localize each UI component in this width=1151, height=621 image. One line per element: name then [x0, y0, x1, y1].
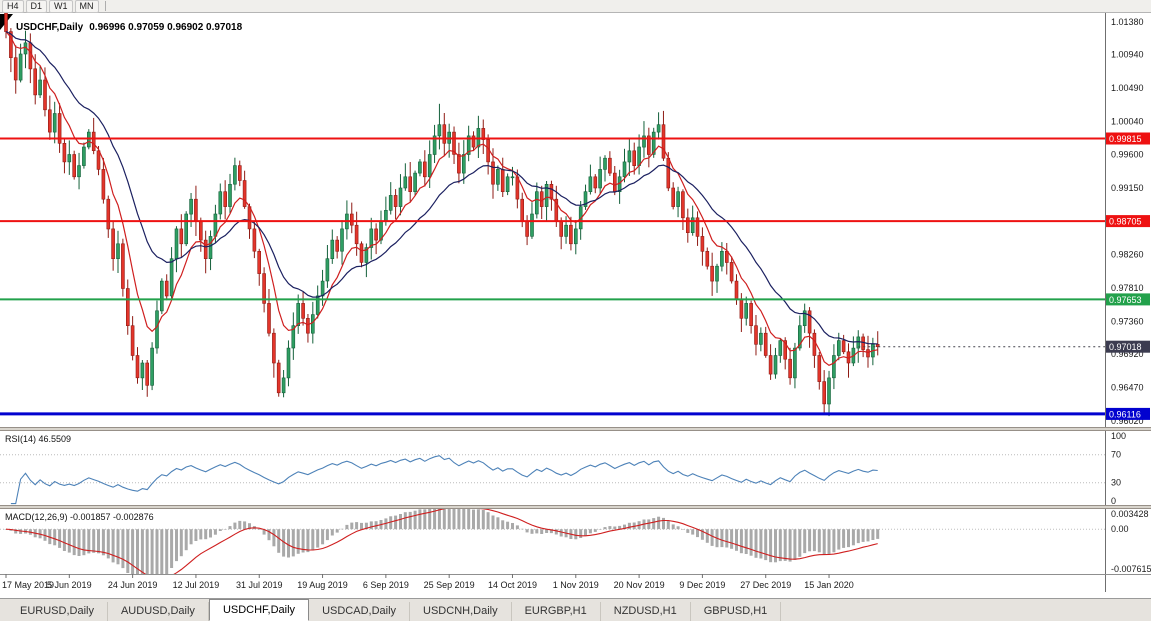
timeframe-toolbar: H4 D1 W1 MN [0, 0, 1151, 13]
price-axis-label: 0.99150 [1111, 183, 1144, 193]
tab-usdcad-daily[interactable]: USDCAD,Daily [309, 602, 411, 621]
panel-splitter[interactable] [0, 427, 1151, 431]
tf-button-w1[interactable]: W1 [49, 0, 73, 13]
price-axis-label: 1.00040 [1111, 117, 1144, 127]
x-axis-label: 12 Jul 2019 [173, 580, 220, 590]
svg-text:0.97653: 0.97653 [1109, 295, 1142, 305]
price-tag-resistance-level-1: 0.99815 [1106, 132, 1150, 145]
price-axis-label: 1.00940 [1111, 50, 1144, 60]
price-axis-label: 0.96470 [1111, 383, 1144, 393]
rsi-axis-label: 100 [1111, 431, 1126, 441]
toolbar-separator [104, 1, 106, 11]
x-axis-label: 15 Jan 2020 [804, 580, 854, 590]
price-chart-plot[interactable] [4, 13, 880, 417]
x-axis-label: 14 Oct 2019 [488, 580, 537, 590]
current-price-tag: 0.97018 [1106, 340, 1150, 353]
price-axis-label: 0.96020 [1111, 416, 1144, 426]
rsi-indicator-label: RSI(14) 46.5509 [5, 434, 72, 444]
chart-canvas[interactable]: 1.01380 1.00940 1.00490 1.00040 0.99600 0.991… [0, 13, 1151, 598]
x-axis-label: 17 May 2019 [2, 580, 54, 590]
price-tag-support-level-green: 0.97653 [1106, 293, 1150, 306]
x-axis-label: 24 Jun 2019 [108, 580, 158, 590]
chart-title-symbol: USDCHF,Daily [16, 22, 84, 33]
macd-axis-label: 0.00 [1111, 524, 1129, 534]
macd-signal-line [5, 509, 878, 574]
x-axis-label: 31 Jul 2019 [236, 580, 283, 590]
svg-text:0.96116: 0.96116 [1109, 409, 1141, 419]
price-axis-label: 0.96920 [1111, 349, 1144, 359]
price-axis-label: 0.97810 [1111, 283, 1144, 293]
tf-button-h4[interactable]: H4 [2, 0, 24, 13]
x-axis-label: 1 Nov 2019 [553, 580, 599, 590]
x-axis-label: 27 Dec 2019 [740, 580, 791, 590]
rsi-axis-label: 30 [1111, 478, 1121, 488]
tab-usdcnh-daily[interactable]: USDCNH,Daily [410, 602, 512, 621]
price-tag-support-level-blue: 0.96116 [1106, 407, 1150, 420]
price-axis-label: 0.97360 [1111, 316, 1144, 326]
rsi-axis-label: 70 [1111, 450, 1121, 460]
x-axis-label: 9 Dec 2019 [679, 580, 725, 590]
tab-gbpusd-h1[interactable]: GBPUSD,H1 [691, 602, 782, 621]
ma-slow-navy [5, 31, 878, 345]
chart-area: 1.01380 1.00940 1.00490 1.00040 0.99600 0.991… [0, 13, 1151, 598]
tab-eurusd-daily[interactable]: EURUSD,Daily [7, 602, 108, 621]
macd-axis-label: -0.007615 [1111, 564, 1151, 574]
tab-usdchf-daily[interactable]: USDCHF,Daily [208, 599, 310, 621]
macd-plot[interactable] [0, 504, 1105, 588]
svg-text:0.99815: 0.99815 [1109, 134, 1142, 144]
ma-fast-red [5, 31, 878, 366]
tf-button-mn[interactable]: MN [74, 0, 99, 13]
price-axis-label: 0.98260 [1111, 249, 1144, 259]
rsi-axis-label: 0 [1111, 496, 1116, 506]
tab-nzdusd-h1[interactable]: NZDUSD,H1 [601, 602, 691, 621]
x-axis-label: 19 Aug 2019 [297, 580, 348, 590]
chart-tabbar: EURUSD,Daily AUDUSD,Daily USDCHF,Daily USDC… [0, 598, 1151, 621]
rsi-line [10, 455, 878, 505]
macd-indicator-label: MACD(12,26,9) -0.001857 -0.002876 [5, 512, 154, 522]
chart-background [0, 13, 1151, 598]
svg-text:0.98705: 0.98705 [1109, 217, 1142, 227]
x-axis-label: 5 Jun 2019 [47, 580, 92, 590]
panel-splitter[interactable] [0, 505, 1151, 509]
tab-audusd-daily[interactable]: AUDUSD,Daily [108, 602, 209, 621]
price-axis-label: 1.01380 [1111, 17, 1144, 27]
tf-button-d1[interactable]: D1 [25, 0, 48, 13]
price-axis[interactable] [1105, 13, 1151, 598]
tab-eurgbp-h1[interactable]: EURGBP,H1 [512, 602, 601, 621]
macd-axis-label: 0.003428 [1111, 509, 1149, 519]
x-axis-label: 25 Sep 2019 [424, 580, 475, 590]
x-axis-label: 6 Sep 2019 [363, 580, 409, 590]
price-axis-label: 1.00490 [1111, 83, 1144, 93]
svg-text:0.97018: 0.97018 [1109, 342, 1142, 352]
chart-title: USDCHF,Daily 0.96996 0.97059 0.96902 0.97… [16, 22, 248, 33]
price-tag-resistance-level-2: 0.98705 [1106, 215, 1150, 228]
x-axis-label: 20 Nov 2019 [614, 580, 665, 590]
chart-title-ohlc: 0.96996 0.97059 0.96902 0.97018 [89, 22, 243, 33]
rsi-plot[interactable] [0, 454, 1105, 505]
price-axis-label: 0.99600 [1111, 150, 1144, 160]
